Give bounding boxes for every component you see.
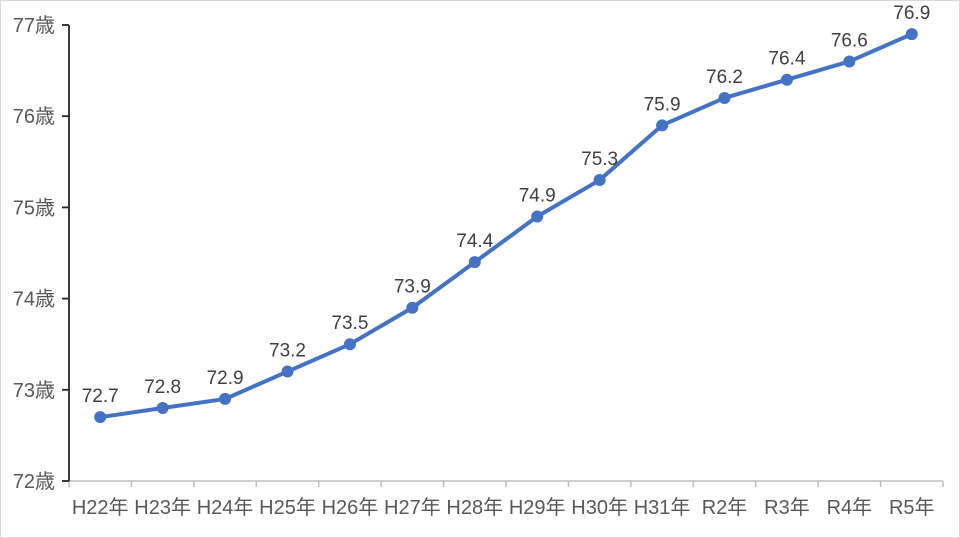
data-point-label: 76.9: [893, 3, 930, 24]
y-axis-label: 73歳: [13, 379, 55, 402]
data-point-marker: [406, 301, 419, 314]
data-point-label: 73.5: [331, 313, 368, 334]
x-axis-label: H29年: [509, 496, 566, 519]
x-axis-label: R3年: [764, 496, 810, 519]
data-point-marker: [780, 73, 793, 86]
data-point-marker: [905, 28, 918, 41]
data-point-label: 73.9: [394, 277, 431, 298]
data-point-marker: [468, 256, 481, 269]
x-axis-label: R2年: [702, 496, 748, 519]
data-point-label: 75.9: [644, 94, 681, 115]
y-axis-label: 76歳: [13, 105, 55, 128]
x-axis-label: H31年: [634, 496, 691, 519]
data-point-marker: [656, 119, 669, 132]
data-point-marker: [343, 338, 356, 351]
x-axis-label: H25年: [259, 496, 316, 519]
data-point-marker: [718, 91, 731, 104]
y-axis-label: 77歳: [13, 14, 55, 37]
data-point-label: 76.4: [768, 49, 805, 70]
x-axis-label: R5年: [889, 496, 935, 519]
y-axis-label: 74歳: [13, 288, 55, 311]
x-axis-label: H30年: [571, 496, 628, 519]
data-point-label: 74.4: [456, 231, 493, 252]
data-point-marker: [156, 402, 169, 415]
data-point-label: 72.9: [207, 368, 244, 389]
data-point-label: 73.2: [269, 341, 306, 362]
data-point-marker: [531, 210, 544, 223]
data-point-marker: [281, 365, 294, 378]
y-axis-label: 75歳: [13, 196, 55, 219]
data-point-label: 72.7: [82, 386, 119, 407]
data-point-label: 76.6: [831, 30, 868, 51]
data-point-label: 76.2: [706, 67, 743, 88]
x-axis-label: H22年: [72, 496, 129, 519]
x-axis-label: H24年: [197, 496, 254, 519]
x-axis-label: H23年: [134, 496, 191, 519]
data-point-label: 72.8: [144, 377, 181, 398]
data-point-marker: [593, 174, 606, 187]
x-axis-label: R4年: [827, 496, 873, 519]
data-point-label: 75.3: [581, 149, 618, 170]
series-line: [98, 32, 914, 420]
data-point-label: 74.9: [519, 186, 556, 207]
data-point-marker: [843, 55, 856, 68]
x-axis-label: H27年: [384, 496, 441, 519]
data-point-marker: [219, 392, 232, 405]
x-axis-label: H28年: [446, 496, 503, 519]
x-axis-label: H26年: [322, 496, 379, 519]
data-point-marker: [94, 411, 107, 424]
y-axis-label: 72歳: [13, 470, 55, 493]
